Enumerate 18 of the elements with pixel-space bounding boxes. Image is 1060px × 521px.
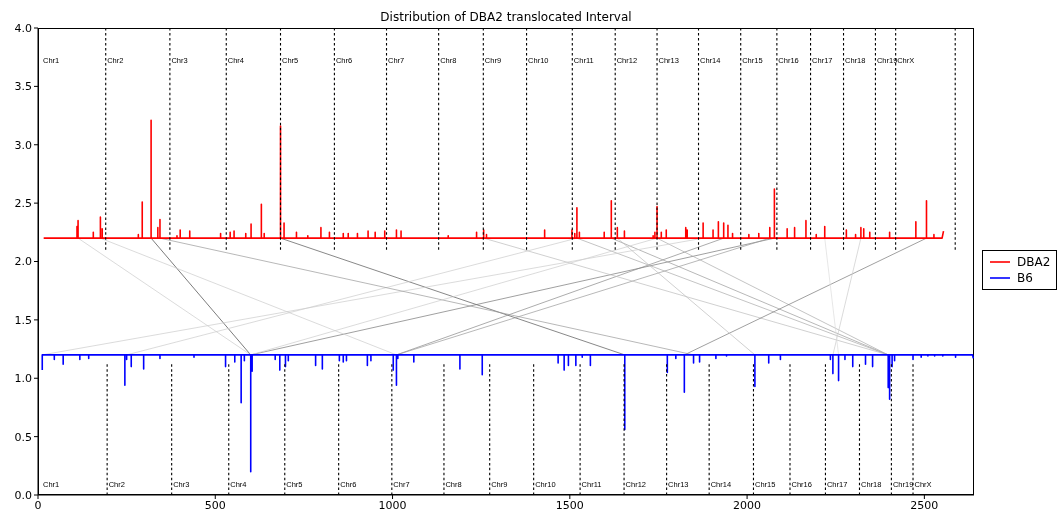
- x-tick-label: 2500: [910, 498, 939, 512]
- y-tick-label: 4.0: [14, 21, 32, 35]
- x-tick-label: 2000: [733, 498, 762, 512]
- x-tick-label: 1000: [378, 498, 407, 512]
- y-tick-label: 0.5: [14, 430, 32, 444]
- x-tick-label: 0: [34, 498, 42, 512]
- legend-label: DBA2: [1017, 255, 1051, 269]
- chart-title: Distribution of DBA2 translocated Interval: [379, 10, 633, 24]
- y-tick-label: 1.5: [14, 313, 32, 327]
- x-tick-label: 500: [204, 498, 226, 512]
- y-tick-label: 3.0: [14, 138, 32, 152]
- y-tick-label: 3.5: [14, 80, 32, 94]
- y-tick-label: 2.0: [14, 255, 32, 269]
- y-tick-label: 0.0: [14, 488, 32, 502]
- x-tick-label: 1500: [555, 498, 584, 512]
- y-tick-label: 1.0: [14, 372, 32, 386]
- y-tick-label: 2.5: [14, 197, 32, 211]
- legend-label: B6: [1017, 271, 1033, 285]
